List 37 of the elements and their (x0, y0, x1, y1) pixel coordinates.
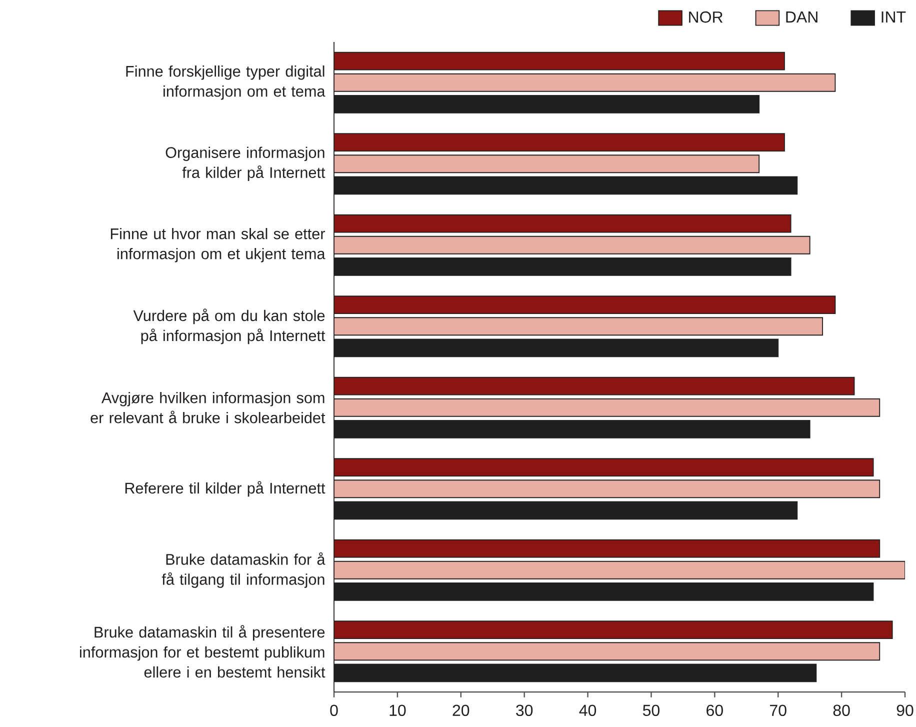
bar (334, 398, 880, 417)
bar (334, 539, 880, 558)
bar (334, 458, 874, 477)
bar (334, 73, 836, 92)
x-tick-label: 20 (452, 704, 470, 716)
bar (334, 214, 792, 233)
y-tick-label: Finne ut hvor man skal se etter informasjon om et ukjent tema (110, 228, 326, 262)
legend-label: DAN (786, 12, 818, 22)
x-tick-label: 50 (642, 704, 660, 716)
x-tick-label: 60 (706, 704, 723, 716)
x-tick-label: 10 (390, 704, 406, 716)
x-tick-label: 40 (579, 704, 596, 716)
bar (334, 480, 880, 498)
legend-label: INT (882, 12, 906, 22)
legend-label: NOR (689, 11, 723, 23)
x-tick-label: 90 (896, 704, 914, 716)
bar (334, 133, 785, 152)
y-tick-label: Vurdere på om du kan stole på informasjon på Internett (133, 308, 326, 344)
bar (334, 642, 880, 661)
bar (334, 296, 836, 314)
y-tick-label: Bruke datamaskin til å presentere informasjon for et bestemt publikum ellere i en bestemt hensikt (80, 625, 326, 678)
bar (334, 620, 893, 640)
y-tick-label: Organisere informasjon fra kilder på Internett (166, 146, 326, 182)
y-tick-label: Avgjøre hvilken informasjon som er relevant å bruke i skolearbeidet (90, 392, 326, 424)
bar (334, 236, 810, 254)
bar (334, 317, 823, 336)
x-tick-label: 80 (833, 704, 850, 716)
y-tick-label: Finne forskjellige typer digital informasjon om et tema (126, 65, 326, 100)
bar (334, 376, 855, 396)
x-tick-label: 0 (330, 704, 338, 716)
bar (334, 560, 905, 580)
bar (334, 52, 785, 70)
y-tick-label: Referere til kilder på Internett (125, 481, 326, 497)
x-tick-label: 30 (516, 704, 533, 716)
bar (334, 154, 760, 174)
y-tick-label: Bruke datamaskin for å få tilgang til informasjon (162, 552, 326, 588)
x-tick-label: 70 (770, 704, 786, 716)
